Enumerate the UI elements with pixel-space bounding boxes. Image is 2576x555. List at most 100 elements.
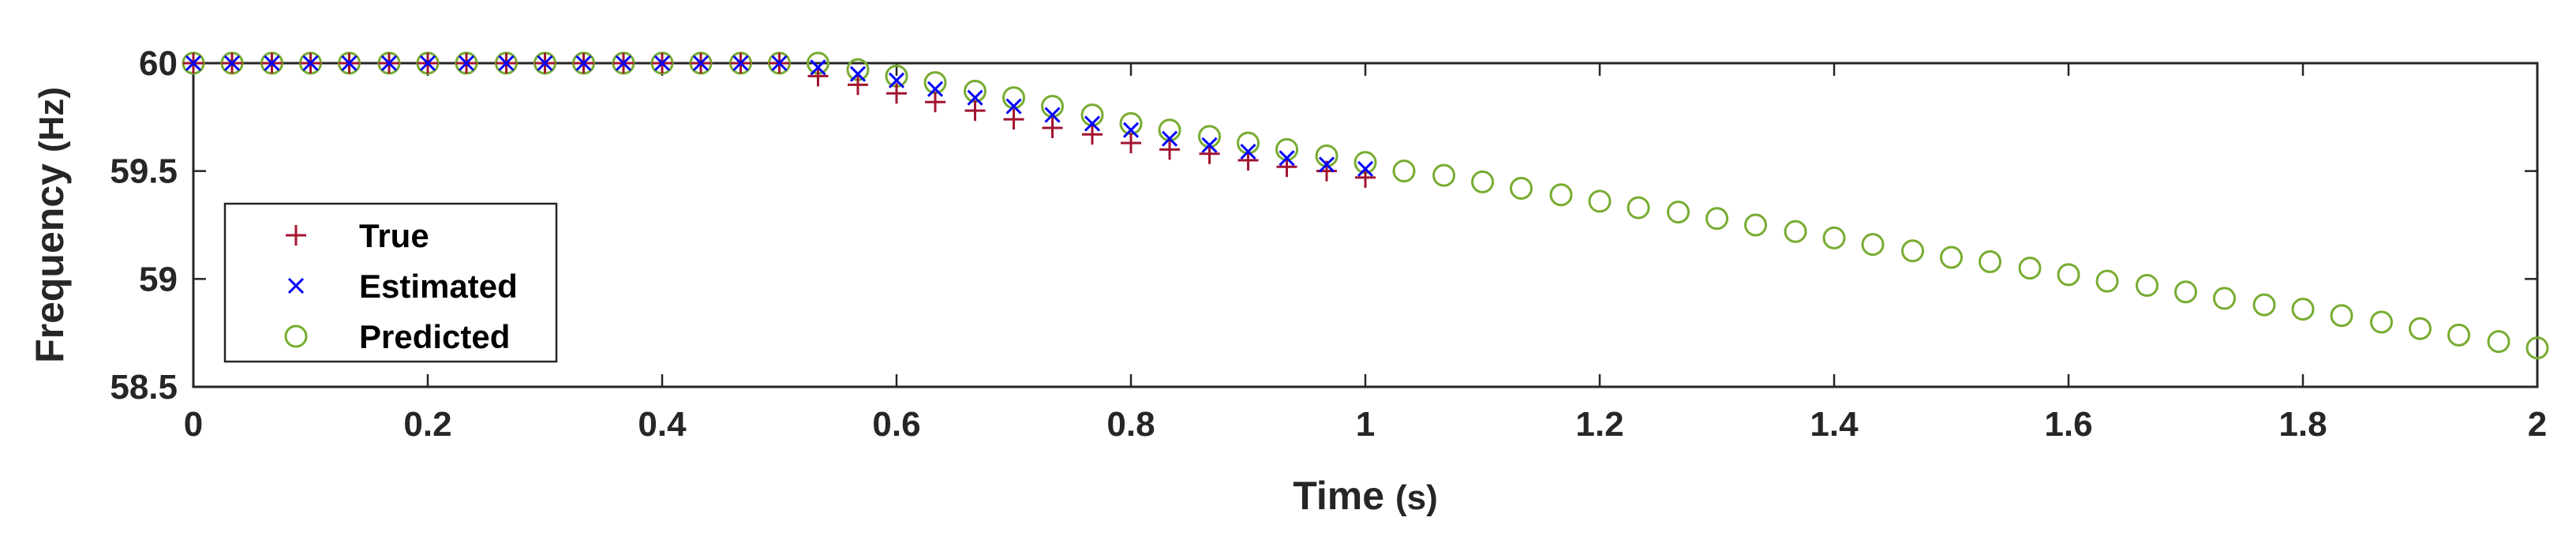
data-point-estimated xyxy=(1279,150,1295,167)
data-point-predicted xyxy=(2213,287,2237,310)
data-point-estimated xyxy=(653,54,671,72)
x-tick-label: 1 xyxy=(1356,405,1375,444)
data-point-true xyxy=(847,74,868,96)
data-point-true xyxy=(886,83,907,104)
data-point-true xyxy=(1199,143,1220,164)
data-point-predicted xyxy=(1979,249,2002,273)
data-point-predicted xyxy=(2330,304,2353,328)
y-tick-label: 58.5 xyxy=(110,368,178,407)
x-tick-label: 0 xyxy=(184,405,203,444)
data-point-estimated xyxy=(927,81,944,97)
data-point-predicted xyxy=(1861,233,1885,257)
data-point-true xyxy=(1237,150,1259,171)
data-point-true xyxy=(1003,109,1024,130)
data-point-predicted xyxy=(2252,293,2276,317)
legend-marker-predicted xyxy=(284,324,308,348)
data-point-predicted xyxy=(1549,183,1573,207)
plot-area xyxy=(192,62,2539,388)
x-tick-label: 1.4 xyxy=(1810,405,1859,444)
data-point-estimated xyxy=(810,59,826,76)
data-point-estimated xyxy=(967,89,983,106)
data-point-predicted xyxy=(2057,263,2080,287)
data-point-predicted xyxy=(1666,201,1690,224)
data-point-estimated xyxy=(1240,144,1256,160)
y-tick-label: 59 xyxy=(139,260,178,298)
data-point-predicted xyxy=(1510,177,1533,201)
data-point-predicted xyxy=(1900,239,1924,263)
x-tick-label: 0.6 xyxy=(872,405,920,444)
x-tick-label: 2 xyxy=(2528,405,2547,444)
data-point-true xyxy=(1159,139,1181,160)
data-point-predicted xyxy=(2174,280,2197,304)
x-tick-label: 0.8 xyxy=(1106,405,1155,444)
data-point-predicted xyxy=(1432,163,1455,187)
axis-tick-labels: 0 0.2 0.4 0.6 0.8 1 1.2 1.4 1.6 1.8 2 58.5 59 59.5 60 xyxy=(110,44,2547,444)
data-point-estimated xyxy=(615,54,632,72)
data-point-predicted xyxy=(2487,330,2510,354)
data-point-estimated xyxy=(1084,115,1101,132)
series-true xyxy=(183,53,1376,188)
data-point-estimated xyxy=(537,54,553,72)
data-point-predicted xyxy=(1627,196,1650,219)
legend: True Estimated Predicted xyxy=(223,202,558,363)
data-point-estimated xyxy=(302,54,319,72)
data-point-true xyxy=(1042,118,1063,138)
data-point-true xyxy=(1276,156,1297,178)
series-estimated xyxy=(185,54,1374,177)
data-point-estimated xyxy=(1318,156,1335,173)
data-point-predicted xyxy=(2291,298,2315,321)
data-point-predicted xyxy=(1392,159,1416,183)
data-point-estimated xyxy=(888,72,905,88)
data-point-estimated xyxy=(223,54,241,72)
x-tick-label: 1.6 xyxy=(2044,405,2092,444)
legend-marker-estimated xyxy=(287,277,305,294)
data-point-true xyxy=(925,92,946,113)
x-tick-label: 0.4 xyxy=(638,405,687,444)
data-point-true xyxy=(964,100,986,122)
y-axis-title: Frequency (Hz) xyxy=(28,87,72,363)
data-point-estimated xyxy=(771,54,788,72)
data-point-true xyxy=(1355,167,1376,188)
data-point-predicted xyxy=(2095,269,2119,293)
x-axis-title: Time (s) xyxy=(1293,474,1437,518)
data-point-predicted xyxy=(2018,257,2042,280)
data-point-estimated xyxy=(264,54,280,72)
data-point-predicted xyxy=(2409,317,2432,340)
legend-label-predicted: Predicted xyxy=(359,318,510,355)
data-point-predicted xyxy=(2369,310,2393,334)
data-point-predicted xyxy=(2135,274,2159,298)
data-point-estimated xyxy=(732,54,749,72)
data-point-true xyxy=(1121,133,1141,154)
legend-marker-true xyxy=(286,225,306,246)
data-point-predicted xyxy=(1822,226,1846,249)
data-point-estimated xyxy=(1201,137,1218,153)
data-point-estimated xyxy=(1122,122,1140,138)
legend-label-estimated: Estimated xyxy=(359,268,518,305)
data-point-predicted xyxy=(1471,170,1494,193)
y-tick-label: 59.5 xyxy=(110,152,178,191)
data-point-predicted xyxy=(1784,219,1807,243)
x-tick-label: 1.8 xyxy=(2278,405,2327,444)
data-point-predicted xyxy=(1744,213,1768,237)
data-point-estimated xyxy=(849,66,867,82)
data-point-estimated xyxy=(1044,107,1061,123)
data-point-estimated xyxy=(1161,130,1178,147)
data-point-estimated xyxy=(458,54,475,72)
data-point-estimated xyxy=(498,54,515,72)
data-point-true xyxy=(807,66,829,87)
data-point-true xyxy=(1081,124,1103,145)
x-tick-label: 0.2 xyxy=(403,405,451,444)
legend-box xyxy=(223,202,558,363)
legend-label-true: True xyxy=(359,217,429,254)
x-tick-label: 1.2 xyxy=(1575,405,1623,444)
data-point-estimated xyxy=(185,54,202,72)
data-point-predicted xyxy=(2447,323,2471,347)
data-point-estimated xyxy=(1005,98,1022,114)
data-point-estimated xyxy=(692,54,710,72)
data-point-estimated xyxy=(1357,160,1374,177)
data-point-predicted xyxy=(2525,336,2549,360)
data-point-estimated xyxy=(575,54,592,72)
data-point-estimated xyxy=(341,54,358,72)
data-markers xyxy=(182,51,2549,360)
